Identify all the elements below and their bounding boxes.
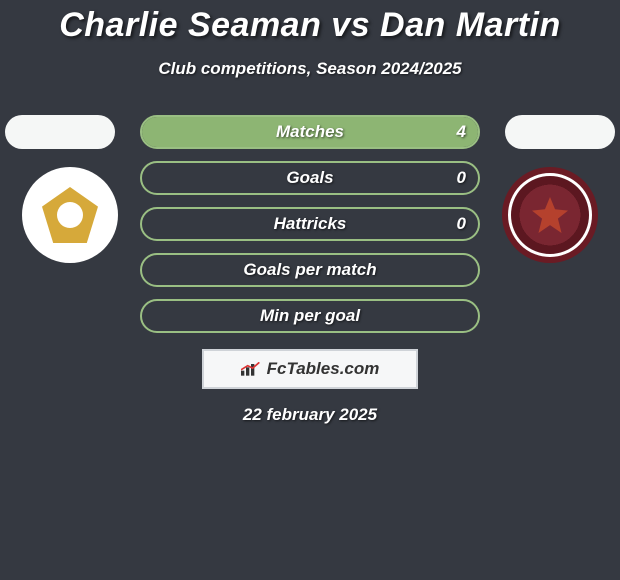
stat-label: Hattricks	[142, 214, 478, 234]
brand-box[interactable]: FcTables.com	[202, 349, 418, 389]
stat-label: Goals	[142, 168, 478, 188]
brand-label: FcTables.com	[267, 359, 380, 379]
stat-row-matches: Matches 4	[0, 115, 620, 149]
stat-label: Goals per match	[142, 260, 478, 280]
date-label: 22 february 2025	[0, 405, 620, 425]
subtitle: Club competitions, Season 2024/2025	[0, 59, 620, 79]
stat-bar: Goals 0	[140, 161, 480, 195]
club-crest-right	[502, 167, 598, 263]
stat-value-right: 0	[457, 214, 466, 234]
stat-bar: Goals per match	[140, 253, 480, 287]
stat-row-min-per-goal: Min per goal	[0, 299, 620, 333]
stat-row-goals-per-match: Goals per match	[0, 253, 620, 287]
stat-bar-fill	[142, 117, 478, 147]
stat-value-right: 0	[457, 168, 466, 188]
club-crest-right-badge	[508, 173, 592, 257]
stats-area: Matches 4 Goals 0 Hattricks 0 Goals per …	[0, 115, 620, 333]
stat-bar: Matches 4	[140, 115, 480, 149]
stat-bar: Min per goal	[140, 299, 480, 333]
page-title: Charlie Seaman vs Dan Martin	[0, 0, 620, 45]
club-crest-left	[22, 167, 118, 263]
player-pill-right	[505, 115, 615, 149]
player-pill-left	[5, 115, 115, 149]
stat-bar: Hattricks 0	[140, 207, 480, 241]
club-crest-left-badge	[22, 167, 118, 263]
stat-label: Min per goal	[142, 306, 478, 326]
stat-value-right: 4	[457, 122, 466, 142]
bar-chart-icon	[241, 362, 261, 376]
